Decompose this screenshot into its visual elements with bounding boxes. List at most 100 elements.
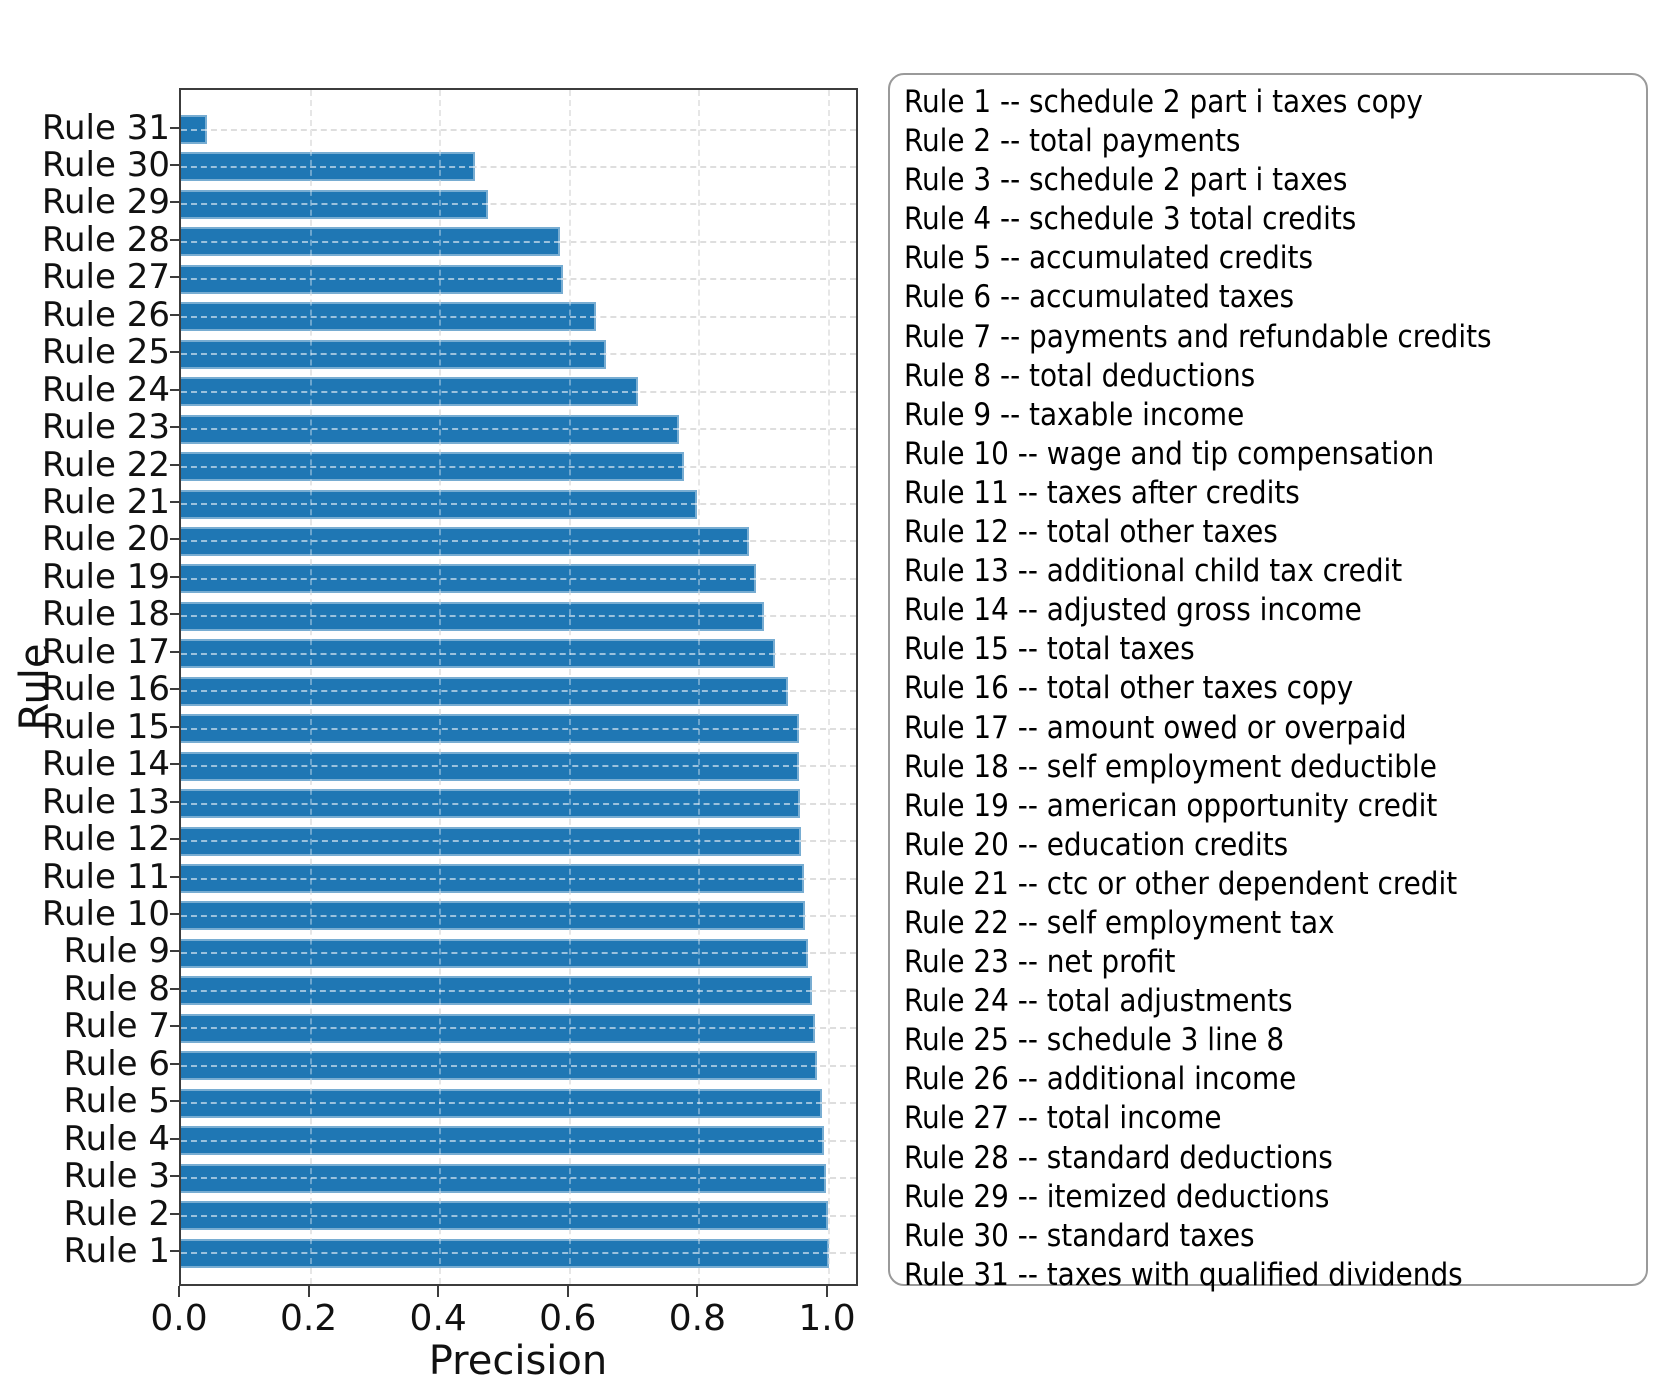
y-gridline-overlay	[181, 540, 749, 543]
y-tick	[170, 838, 179, 841]
y-gridline-overlay	[181, 1252, 829, 1254]
y-tick-label: Rule 5	[63, 1081, 170, 1122]
legend-entry-rule-18: Rule 18 -- self employment deductible	[904, 748, 1437, 785]
y-gridline-overlay	[181, 615, 764, 618]
y-tick	[170, 538, 179, 541]
y-gridline-overlay	[181, 240, 561, 243]
legend-box: Rule 1 -- schedule 2 part i taxes copy Ru…	[888, 73, 1648, 1293]
x-tick-label: 0.8	[668, 1298, 727, 1339]
y-axis-label: Rule	[12, 643, 59, 731]
legend-entry-rule-14: Rule 14 -- adjusted gross income	[904, 592, 1362, 629]
y-tick-label: Rule 19	[41, 556, 170, 597]
y-gridline-overlay	[181, 1027, 815, 1030]
y-tick	[170, 1212, 179, 1215]
y-gridline-overlay	[181, 877, 804, 880]
legend-entry-rule-23: Rule 23 -- net profit	[904, 944, 1176, 981]
y-tick	[170, 1025, 179, 1028]
legend-entry-rule-17: Rule 17 -- amount owed or overpaid	[904, 709, 1407, 746]
y-tick-label: Rule 13	[41, 781, 170, 822]
y-tick	[170, 126, 179, 129]
y-tick	[170, 1100, 179, 1103]
y-gridline-overlay	[181, 914, 806, 917]
y-gridline-overlay	[181, 989, 813, 992]
y-tick	[170, 163, 179, 166]
x-tick-label: 0.6	[539, 1298, 597, 1339]
x-tick	[826, 1286, 828, 1297]
x-tick-label: 1.0	[798, 1298, 856, 1339]
y-tick	[170, 1137, 179, 1140]
legend-entry-rule-30: Rule 30 -- standard taxes	[904, 1217, 1255, 1254]
x-gridline-overlay	[568, 90, 571, 1284]
y-tick-label: Rule 16	[41, 669, 170, 710]
y-gridline-overlay	[181, 952, 809, 955]
y-tick	[170, 1062, 179, 1065]
legend-entry-rule-9: Rule 9 -- taxable income	[904, 396, 1245, 433]
y-tick-label: Rule 8	[63, 968, 170, 1009]
legend-entry-rule-31: Rule 31 -- taxes with qualified dividend…	[904, 1256, 1463, 1293]
y-tick	[170, 650, 179, 653]
y-tick-label: Rule 4	[63, 1118, 170, 1159]
legend-entry-rule-27: Rule 27 -- total income	[904, 1100, 1222, 1137]
y-tick-label: Rule 20	[41, 519, 170, 560]
y-tick-label: Rule 6	[63, 1043, 170, 1084]
x-gridline-overlay	[828, 90, 830, 1284]
y-tick-label: Rule 24	[41, 369, 170, 410]
y-tick	[170, 950, 179, 953]
legend-entry-rule-26: Rule 26 -- additional income	[904, 1061, 1297, 1098]
y-gridline-overlay	[181, 428, 679, 431]
y-tick-label: Rule 12	[41, 819, 170, 860]
x-tick-label: 0.0	[150, 1298, 208, 1339]
y-tick-label: Rule 17	[41, 631, 170, 672]
y-tick-label: Rule 31	[41, 107, 170, 148]
y-gridline-overlay	[181, 1064, 817, 1067]
y-tick-label: Rule 25	[41, 332, 170, 373]
x-tick	[566, 1286, 569, 1297]
y-tick	[170, 575, 179, 578]
y-gridline-overlay	[181, 278, 564, 281]
y-tick-label: Rule 9	[63, 931, 170, 972]
y-gridline-overlay	[181, 765, 799, 768]
y-gridline	[181, 128, 856, 131]
y-tick-label: Rule 10	[41, 893, 170, 934]
plot-area	[179, 88, 858, 1286]
y-tick	[170, 763, 179, 766]
legend-entry-rule-29: Rule 29 -- itemized deductions	[904, 1178, 1330, 1215]
y-tick	[170, 501, 179, 503]
y-gridline-overlay	[181, 503, 697, 505]
y-gridline-overlay	[181, 165, 476, 168]
legend-entry-rule-13: Rule 13 -- additional child tax credit	[904, 553, 1403, 590]
legend-entry-rule-19: Rule 19 -- american opportunity credit	[904, 787, 1438, 824]
y-tick	[170, 912, 179, 915]
y-tick-label: Rule 27	[41, 257, 170, 298]
legend-entry-rule-6: Rule 6 -- accumulated taxes	[904, 279, 1295, 316]
y-tick-label: Rule 29	[41, 182, 170, 223]
y-tick	[170, 463, 179, 466]
y-gridline-overlay	[181, 1177, 827, 1180]
y-tick-label: Rule 1	[63, 1231, 170, 1271]
y-gridline-overlay	[181, 840, 802, 843]
x-axis-label: Precision	[428, 1338, 608, 1384]
legend-entry-rule-20: Rule 20 -- education credits	[904, 826, 1289, 863]
legend-entry-rule-8: Rule 8 -- total deductions	[904, 357, 1256, 394]
x-tick	[178, 1286, 180, 1297]
y-gridline-overlay	[181, 1139, 824, 1142]
y-tick-label: Rule 14	[41, 744, 170, 785]
y-gridline-overlay	[181, 727, 799, 730]
x-gridline-overlay	[309, 90, 312, 1284]
x-tick	[437, 1286, 440, 1297]
legend-entry-rule-5: Rule 5 -- accumulated credits	[904, 240, 1313, 277]
y-tick	[170, 1175, 179, 1178]
y-gridline-overlay	[181, 353, 607, 356]
y-gridline-overlay	[181, 1102, 822, 1105]
legend-entry-rule-2: Rule 2 -- total payments	[904, 123, 1241, 160]
y-gridline-overlay	[181, 203, 488, 206]
y-tick-label: Rule 22	[41, 444, 170, 485]
y-gridline-overlay	[181, 1214, 828, 1217]
x-tick-label: 0.2	[279, 1298, 338, 1339]
y-gridline-overlay	[181, 390, 638, 393]
legend-entry-rule-28: Rule 28 -- standard deductions	[904, 1139, 1333, 1176]
y-gridline-overlay	[181, 315, 596, 318]
y-tick	[170, 875, 179, 878]
y-tick	[170, 351, 179, 354]
